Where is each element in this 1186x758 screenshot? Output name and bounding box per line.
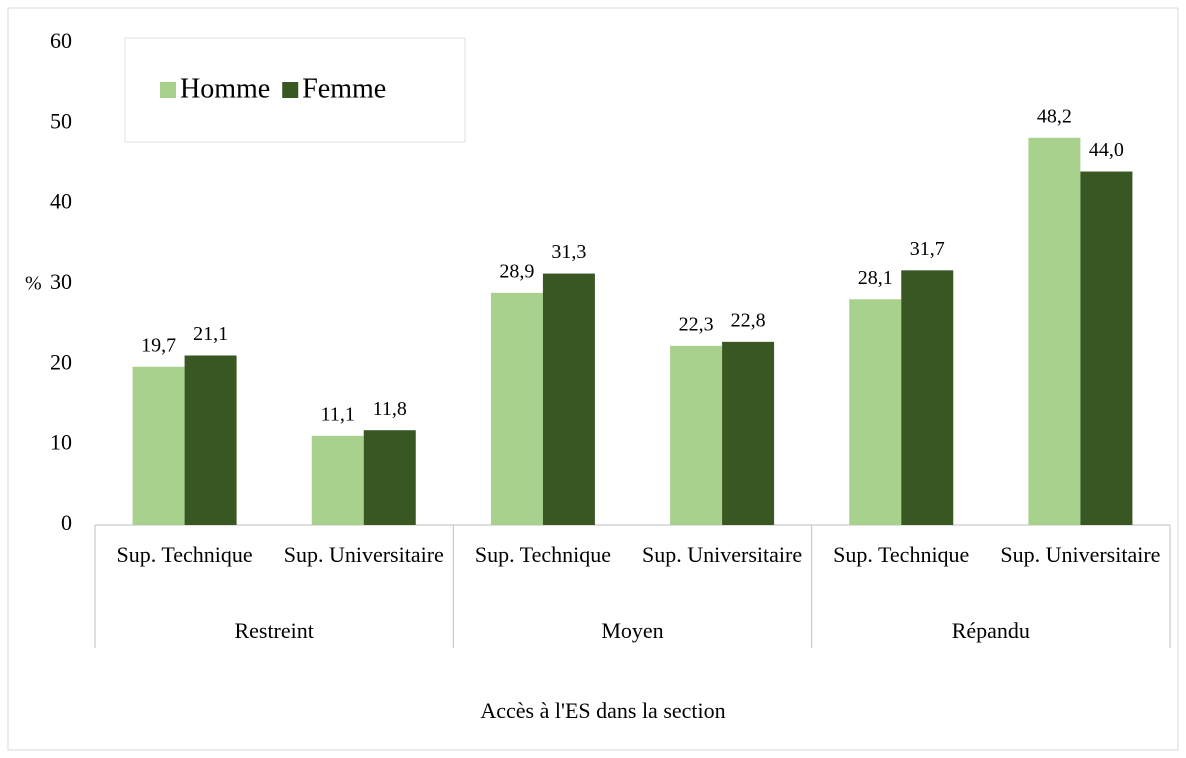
x-tick-label: Sup. Technique [116, 542, 253, 567]
y-tick-label: 30 [50, 269, 72, 294]
bar [901, 270, 954, 525]
bar [722, 341, 775, 525]
bar [311, 435, 364, 525]
bar [490, 292, 543, 525]
y-tick-label: 0 [61, 510, 72, 535]
y-tick-label: 50 [50, 108, 72, 133]
x-tick-label: Sup. Universitaire [642, 542, 803, 567]
x-tick-label: Sup. Technique [833, 542, 970, 567]
data-label: 48,2 [1037, 105, 1072, 127]
data-label: 31,7 [910, 238, 945, 260]
data-label: 44,0 [1089, 139, 1124, 161]
x-tick-label: Sup. Universitaire [283, 542, 444, 567]
bar [184, 355, 237, 525]
legend-swatch [160, 82, 176, 98]
data-label: 19,7 [141, 334, 176, 356]
data-label: 28,1 [858, 267, 893, 289]
data-label: 28,9 [499, 260, 534, 282]
data-label: 11,1 [321, 403, 355, 425]
x-axis-label: Accès à l'ES dans la section [480, 698, 725, 723]
bar [132, 366, 185, 525]
y-tick-label: 40 [50, 189, 72, 214]
bar [849, 299, 902, 525]
legend-label: Femme [302, 73, 386, 104]
data-label: 22,3 [679, 313, 714, 335]
group-label: Moyen [601, 618, 663, 643]
y-tick-label: 20 [50, 349, 72, 374]
bar [1028, 137, 1081, 525]
bar [542, 273, 595, 525]
x-tick-label: Sup. Universitaire [1000, 542, 1161, 567]
data-label: 31,3 [551, 241, 586, 263]
data-label: 22,8 [731, 309, 766, 331]
bar [670, 345, 723, 525]
x-tick-label: Sup. Technique [474, 542, 611, 567]
legend-label: Homme [180, 73, 270, 104]
y-axis-label: % [25, 273, 42, 295]
legend-swatch [282, 82, 299, 98]
bar [363, 430, 416, 525]
bar [1080, 171, 1133, 526]
y-tick-label: 60 [50, 28, 72, 53]
y-tick-label: 10 [50, 430, 72, 455]
data-label: 11,8 [373, 398, 407, 420]
data-label: 21,1 [193, 323, 228, 345]
group-label: Répandu [952, 618, 1030, 643]
group-label: Restreint [234, 618, 313, 643]
